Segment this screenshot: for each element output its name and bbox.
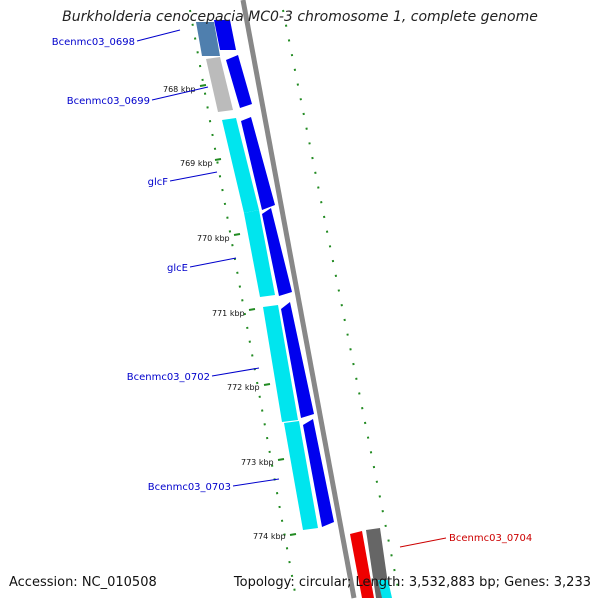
gene-label-bcenmc03-0703[interactable]: Bcenmc03_0703 [148,482,231,493]
leader-bcenmc03-0702 [211,367,260,377]
gene-bcenmc03-0704-cds [350,531,374,598]
gene-bcenmc03-0698-cds [214,20,236,50]
accession-text: Accession: NC_010508 [9,575,157,590]
tick-772 [263,383,271,386]
tick-label-774: 774 kbp [253,532,286,541]
tick-label-773: 773 kbp [241,458,274,467]
gene-glcf-match [222,118,259,213]
tick-label-771: 771 kbp [212,309,245,318]
gene-glce-cds [262,208,292,296]
tick-773 [277,458,285,461]
gene-label-glcf[interactable]: glcF [148,177,169,188]
gene-bcenmc03-0702-cds [281,302,314,418]
tick-769 [214,158,222,161]
tick-768 [199,84,207,87]
gene-bcenmc03-0699-match [206,57,233,112]
leader-bcenmc03-0703 [232,478,280,487]
gene-bcenmc03-0699-cds [226,55,252,108]
gene-bcenmc03-0703-cds [303,419,334,527]
leader-glcf [169,171,218,182]
backbone-line [240,0,357,599]
map-title: Burkholderia cenocepacia MC0-3 chromosom… [62,9,538,25]
gene-label-bcenmc03-0699[interactable]: Bcenmc03_0699 [67,96,150,107]
gene-label-bcenmc03-0702[interactable]: Bcenmc03_0702 [127,372,210,383]
gene-bcenmc03-0703-match [284,421,318,530]
tick-label-769: 769 kbp [180,159,213,168]
gene-label-bcenmc03-0698[interactable]: Bcenmc03_0698 [52,37,135,48]
gene-glce-match [244,210,275,297]
genome-summary-text: Topology: circular; Length: 3,532,883 bp… [233,575,591,590]
gene-label-glce[interactable]: glcE [167,263,188,274]
leader-glce [189,257,237,268]
gene-glcf-cds [241,117,275,210]
tick-label-772: 772 kbp [227,383,260,392]
leader-bcenmc03-0698 [136,29,181,42]
gene-bcenmc03-0698-match [196,22,220,56]
tick-label-770: 770 kbp [197,234,230,243]
tick-774 [289,533,297,536]
gene-bcenmc03-0704-match-cyan [378,580,392,598]
tick-label-768: 768 kbp [163,85,196,94]
tick-dotted-track [189,9,297,599]
gene-bcenmc03-0702-match [263,305,298,422]
gene-label-bcenmc03-0704[interactable]: Bcenmc03_0704 [449,533,532,544]
tick-770 [233,233,241,236]
scale-ticks [199,84,297,536]
leader-bcenmc03-0699 [151,86,209,101]
tick-771 [248,308,256,311]
leader-bcenmc03-0704 [399,537,447,548]
